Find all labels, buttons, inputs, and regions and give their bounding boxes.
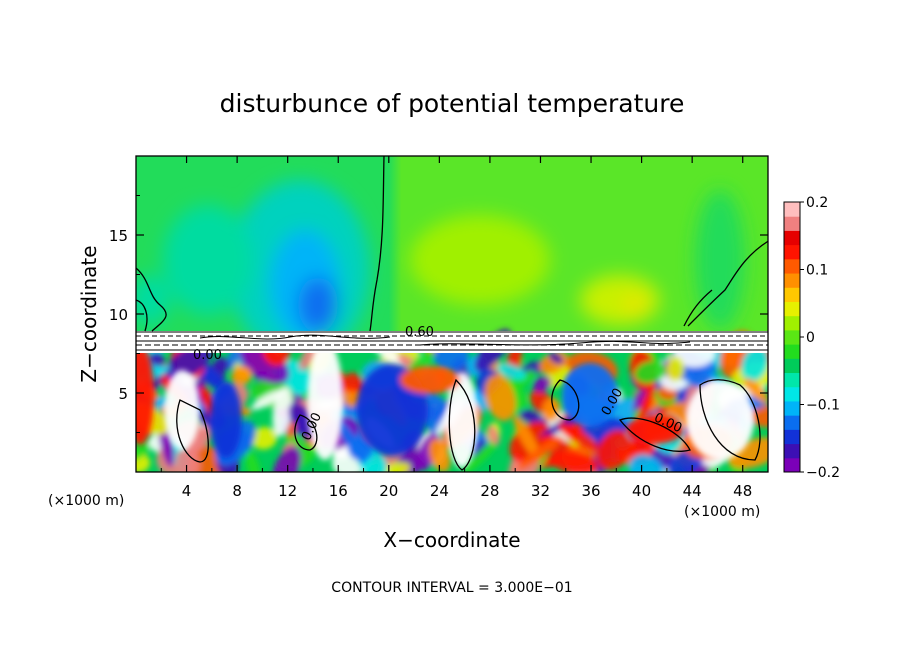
tropopause-band xyxy=(136,331,768,353)
colorbar-swatch xyxy=(784,443,800,459)
colorbar-swatch xyxy=(784,301,800,317)
contour-label-060: 0.60 xyxy=(405,325,434,340)
contour-lines xyxy=(136,156,768,471)
x-tick-label: 12 xyxy=(278,482,297,500)
colorbar-swatch xyxy=(784,216,800,231)
colorbar-swatch xyxy=(784,358,800,374)
colorbar-swatch xyxy=(784,258,800,274)
x-tick-label: 20 xyxy=(379,482,398,500)
x-tick-label: 24 xyxy=(430,482,449,500)
x-tick-label: 4 xyxy=(182,482,192,500)
colorbar-swatch xyxy=(784,273,800,288)
colorbar-swatch xyxy=(784,415,800,430)
colorbar-tick-label: 0.1 xyxy=(806,263,828,279)
colorbar-swatch xyxy=(784,386,800,402)
x-tick-label: 16 xyxy=(329,482,348,500)
colorbar-tick-label: 0.2 xyxy=(806,195,828,211)
colorbar-swatch xyxy=(784,315,800,331)
x-tick-label: 44 xyxy=(683,482,702,500)
y-tick-label: 15 xyxy=(109,227,128,245)
colorbar-swatch xyxy=(784,329,800,345)
colorbar-swatch xyxy=(784,244,800,260)
heatmap-field xyxy=(136,156,768,472)
x-tick-label: 40 xyxy=(632,482,651,500)
y-tick-label: 10 xyxy=(109,306,128,324)
colorbar-swatch xyxy=(784,457,800,473)
colorbar-swatch xyxy=(784,400,800,416)
x-tick-label: 48 xyxy=(733,482,752,500)
colorbar-swatch xyxy=(784,230,800,246)
y-tick-label: 5 xyxy=(118,385,128,403)
y-axis-label: Z−coordinate xyxy=(77,245,101,382)
y-axis: 5 10 15 xyxy=(109,195,768,433)
x-unit-left: (×1000 m) xyxy=(48,493,124,509)
x-tick-label: 32 xyxy=(531,482,550,500)
contour-interval-note: CONTOUR INTERVAL = 3.000E−01 xyxy=(331,580,572,596)
chart-title: disturbunce of potential temperature xyxy=(220,89,685,118)
x-tick-label: 8 xyxy=(232,482,242,500)
x-axis-label: X−coordinate xyxy=(383,528,520,552)
contour-label-000-left: 0.00 xyxy=(193,348,222,363)
x-tick-label: 28 xyxy=(480,482,499,500)
colorbar-swatch xyxy=(784,287,800,302)
colorbar-tick-label: −0.1 xyxy=(806,398,840,414)
colorbar-tick-label: −0.2 xyxy=(806,465,840,481)
colorbar-tick-label: 0 xyxy=(806,330,815,346)
colorbar-swatch xyxy=(784,202,800,217)
colorbar-swatch xyxy=(784,429,800,445)
x-axis: 4 8 12 16 20 24 28 32 36 40 44 48 xyxy=(160,156,752,500)
colorbar-swatch xyxy=(784,344,800,359)
colorbar-swatch xyxy=(784,372,800,388)
colorbar: 0.2 0.1 0 −0.1 −0.2 xyxy=(783,195,840,481)
x-unit-right: (×1000 m) xyxy=(684,504,760,520)
x-tick-label: 36 xyxy=(581,482,600,500)
